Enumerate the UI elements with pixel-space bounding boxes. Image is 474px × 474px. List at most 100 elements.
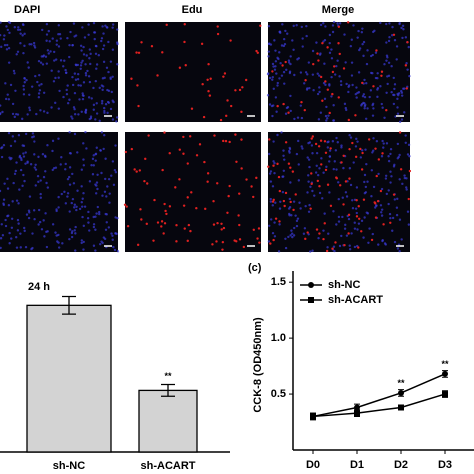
nucleus: [380, 102, 383, 106]
nucleus: [111, 118, 115, 121]
edu-spot: [225, 114, 228, 118]
nucleus: [45, 33, 49, 36]
nucleus: [292, 48, 295, 51]
nucleus: [110, 174, 113, 177]
nucleus: [334, 73, 337, 76]
nucleus: [92, 86, 95, 90]
nucleus: [82, 53, 86, 56]
nucleus: [95, 146, 98, 149]
edu-spot: [178, 178, 181, 181]
nucleus: [325, 165, 328, 169]
nucleus: [40, 55, 43, 58]
nucleus: [68, 131, 71, 134]
nucleus: [3, 43, 7, 47]
edu-spot: [374, 202, 377, 205]
edu-spot: [399, 168, 403, 171]
nucleus: [387, 61, 391, 64]
nucleus: [274, 60, 278, 63]
nucleus: [64, 168, 67, 171]
edu-spot: [135, 51, 138, 54]
edu-spot: [206, 172, 210, 175]
nucleus: [100, 131, 104, 134]
nucleus: [332, 104, 335, 107]
nucleus: [33, 140, 36, 143]
nucleus: [401, 36, 404, 40]
nucleus: [34, 74, 37, 78]
nucleus: [30, 247, 33, 251]
nucleus: [80, 185, 83, 188]
nucleus: [328, 191, 331, 194]
nucleus: [76, 151, 79, 154]
nucleus: [13, 172, 17, 176]
nucleus: [6, 28, 10, 32]
nucleus: [51, 37, 54, 40]
edu-spot: [278, 220, 281, 223]
edu-spot: [380, 70, 384, 73]
nucleus: [289, 109, 292, 113]
nucleus: [25, 78, 28, 82]
nucleus: [87, 75, 91, 78]
nucleus: [400, 238, 403, 241]
edu-spot: [311, 135, 315, 138]
edu-spot: [255, 49, 258, 53]
nucleus: [293, 226, 296, 230]
nucleus: [279, 62, 282, 65]
nucleus: [75, 205, 78, 208]
nucleus: [114, 144, 117, 147]
nucleus: [6, 187, 10, 190]
edu-spot: [240, 110, 243, 114]
nucleus: [343, 227, 347, 230]
nucleus: [26, 160, 29, 163]
nucleus: [8, 156, 11, 159]
nucleus: [93, 37, 96, 41]
edu-spot: [333, 65, 336, 68]
nucleus: [288, 149, 291, 153]
nucleus: [107, 226, 111, 229]
nucleus: [301, 147, 304, 150]
nucleus: [34, 184, 37, 187]
nucleus: [395, 206, 399, 209]
nucleus: [306, 87, 309, 90]
nucleus: [395, 58, 398, 61]
nucleus: [24, 132, 28, 136]
nucleus: [104, 157, 107, 160]
nucleus: [347, 217, 351, 221]
nucleus: [395, 213, 399, 217]
nucleus: [269, 180, 273, 183]
nucleus: [327, 232, 330, 235]
nucleus: [45, 245, 49, 249]
edu-spot: [309, 207, 312, 210]
nucleus: [333, 249, 336, 253]
edu-spot: [407, 197, 410, 201]
nucleus: [73, 113, 77, 116]
nucleus: [393, 87, 396, 91]
nucleus: [363, 107, 366, 110]
nucleus: [273, 171, 276, 175]
nucleus: [282, 154, 285, 158]
edu-spot: [347, 232, 350, 235]
nucleus: [266, 94, 270, 97]
nucleus: [106, 111, 109, 115]
nucleus: [44, 212, 47, 215]
nucleus: [109, 60, 113, 63]
nucleus: [344, 106, 347, 110]
nucleus: [100, 37, 104, 40]
edu-spot: [292, 208, 295, 212]
nucleus: [387, 189, 390, 192]
marker: [398, 404, 404, 411]
edu-spot: [209, 77, 212, 80]
nucleus: [385, 22, 388, 26]
nucleus: [304, 204, 307, 208]
marker: [442, 391, 448, 398]
nucleus: [267, 55, 270, 58]
nucleus: [101, 194, 104, 197]
nucleus: [288, 146, 291, 150]
edu-spot: [324, 151, 328, 155]
nucleus: [318, 90, 321, 94]
nucleus: [368, 95, 371, 99]
nucleus: [401, 24, 405, 28]
nucleus: [275, 72, 278, 75]
nucleus: [283, 42, 287, 46]
nucleus: [389, 170, 392, 173]
nucleus: [96, 205, 100, 209]
